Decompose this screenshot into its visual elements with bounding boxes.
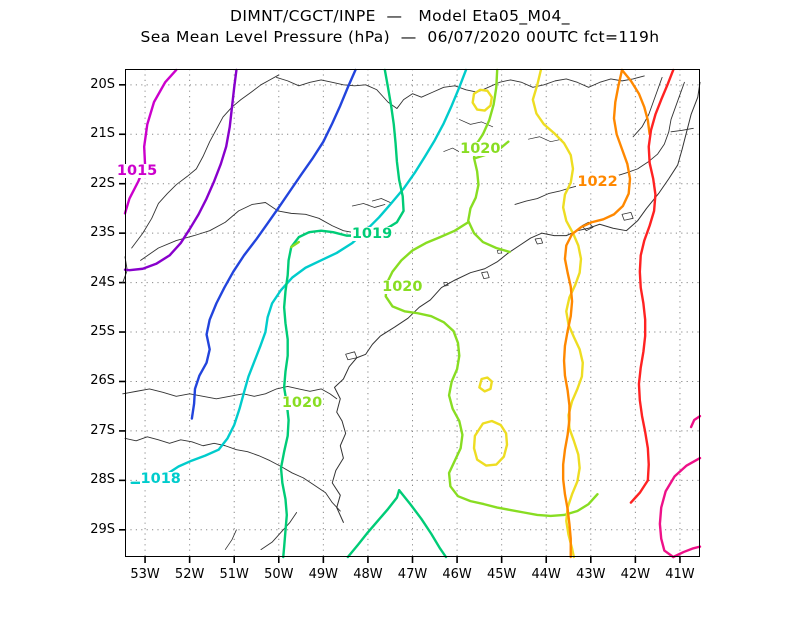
isobar-1021 (478, 376, 494, 393)
isobar-1024 (689, 414, 702, 429)
isobar-1023 (629, 479, 650, 504)
isobar-1018 (130, 68, 468, 485)
x-tick-label: 53W (130, 567, 160, 582)
contour-label-1018: 1018 (139, 471, 182, 488)
x-tick-label: 49W (308, 567, 339, 582)
contour-label-1015: 1015 (115, 162, 159, 179)
isobar-1020 (467, 68, 511, 254)
y-tick-label: 26S (90, 373, 115, 389)
y-tick-label: 24S (90, 274, 115, 290)
isobar-1015 (123, 68, 178, 215)
isobar-1021 (472, 419, 509, 467)
coastline-layer (122, 74, 701, 551)
x-tick-label: 43W (576, 567, 606, 582)
x-tick-label: 44W (531, 567, 561, 582)
x-tick-label: 48W (353, 567, 383, 582)
y-tick-label: 29S (90, 521, 115, 537)
isobar-1021 (471, 88, 494, 112)
isobar-layer (123, 68, 702, 559)
isobar-1017 (190, 68, 357, 420)
y-tick-label: 23S (90, 225, 115, 241)
y-tick-label: 25S (90, 324, 115, 340)
x-tick-label: 50W (264, 567, 294, 582)
isobar-1022 (561, 68, 632, 559)
x-tick-label: 46W (442, 567, 472, 582)
x-tick-label: 41W (665, 567, 695, 582)
isobar-1016 (123, 68, 238, 272)
figure-title: DIMNT/CGCT/INPE — Model Eta05_M04_ Sea M… (0, 6, 800, 48)
y-tick-label: 20S (90, 76, 115, 92)
contour-label-1019: 1019 (350, 225, 394, 242)
plot-frame (125, 69, 700, 557)
x-tick-label: 47W (397, 567, 428, 582)
isobar-1021 (531, 68, 584, 559)
x-tick-label: 42W (620, 567, 651, 582)
title-line-2: Sea Mean Level Pressure (hPa) — 06/07/20… (140, 28, 660, 46)
x-tick-label: 51W (219, 567, 249, 582)
isobar-1024 (658, 456, 702, 559)
contour-plot (119, 68, 702, 563)
y-tick-label: 22S (90, 175, 115, 191)
x-tick-label: 45W (486, 567, 517, 582)
isobar-1024 (672, 545, 702, 559)
isobar-1020 (290, 240, 301, 249)
y-tick-label: 21S (90, 126, 115, 142)
contour-label-1020: 1020 (381, 278, 424, 295)
y-tick-label: 27S (90, 422, 115, 438)
isobar-1022 (620, 68, 651, 136)
title-line-1: DIMNT/CGCT/INPE — Model Eta05_M04_ (230, 7, 570, 25)
contour-label-1022: 1022 (576, 173, 619, 190)
isobar-1019 (397, 489, 448, 559)
isobar-1019 (279, 68, 405, 559)
y-tick-label: 28S (90, 472, 115, 488)
x-tick-label: 52W (174, 567, 205, 582)
contour-label-1020: 1020 (459, 140, 502, 157)
isobar-1023 (637, 68, 675, 482)
isobar-1020 (384, 221, 599, 518)
contour-label-1020: 1020 (280, 395, 324, 412)
isobar-1019 (346, 489, 401, 559)
